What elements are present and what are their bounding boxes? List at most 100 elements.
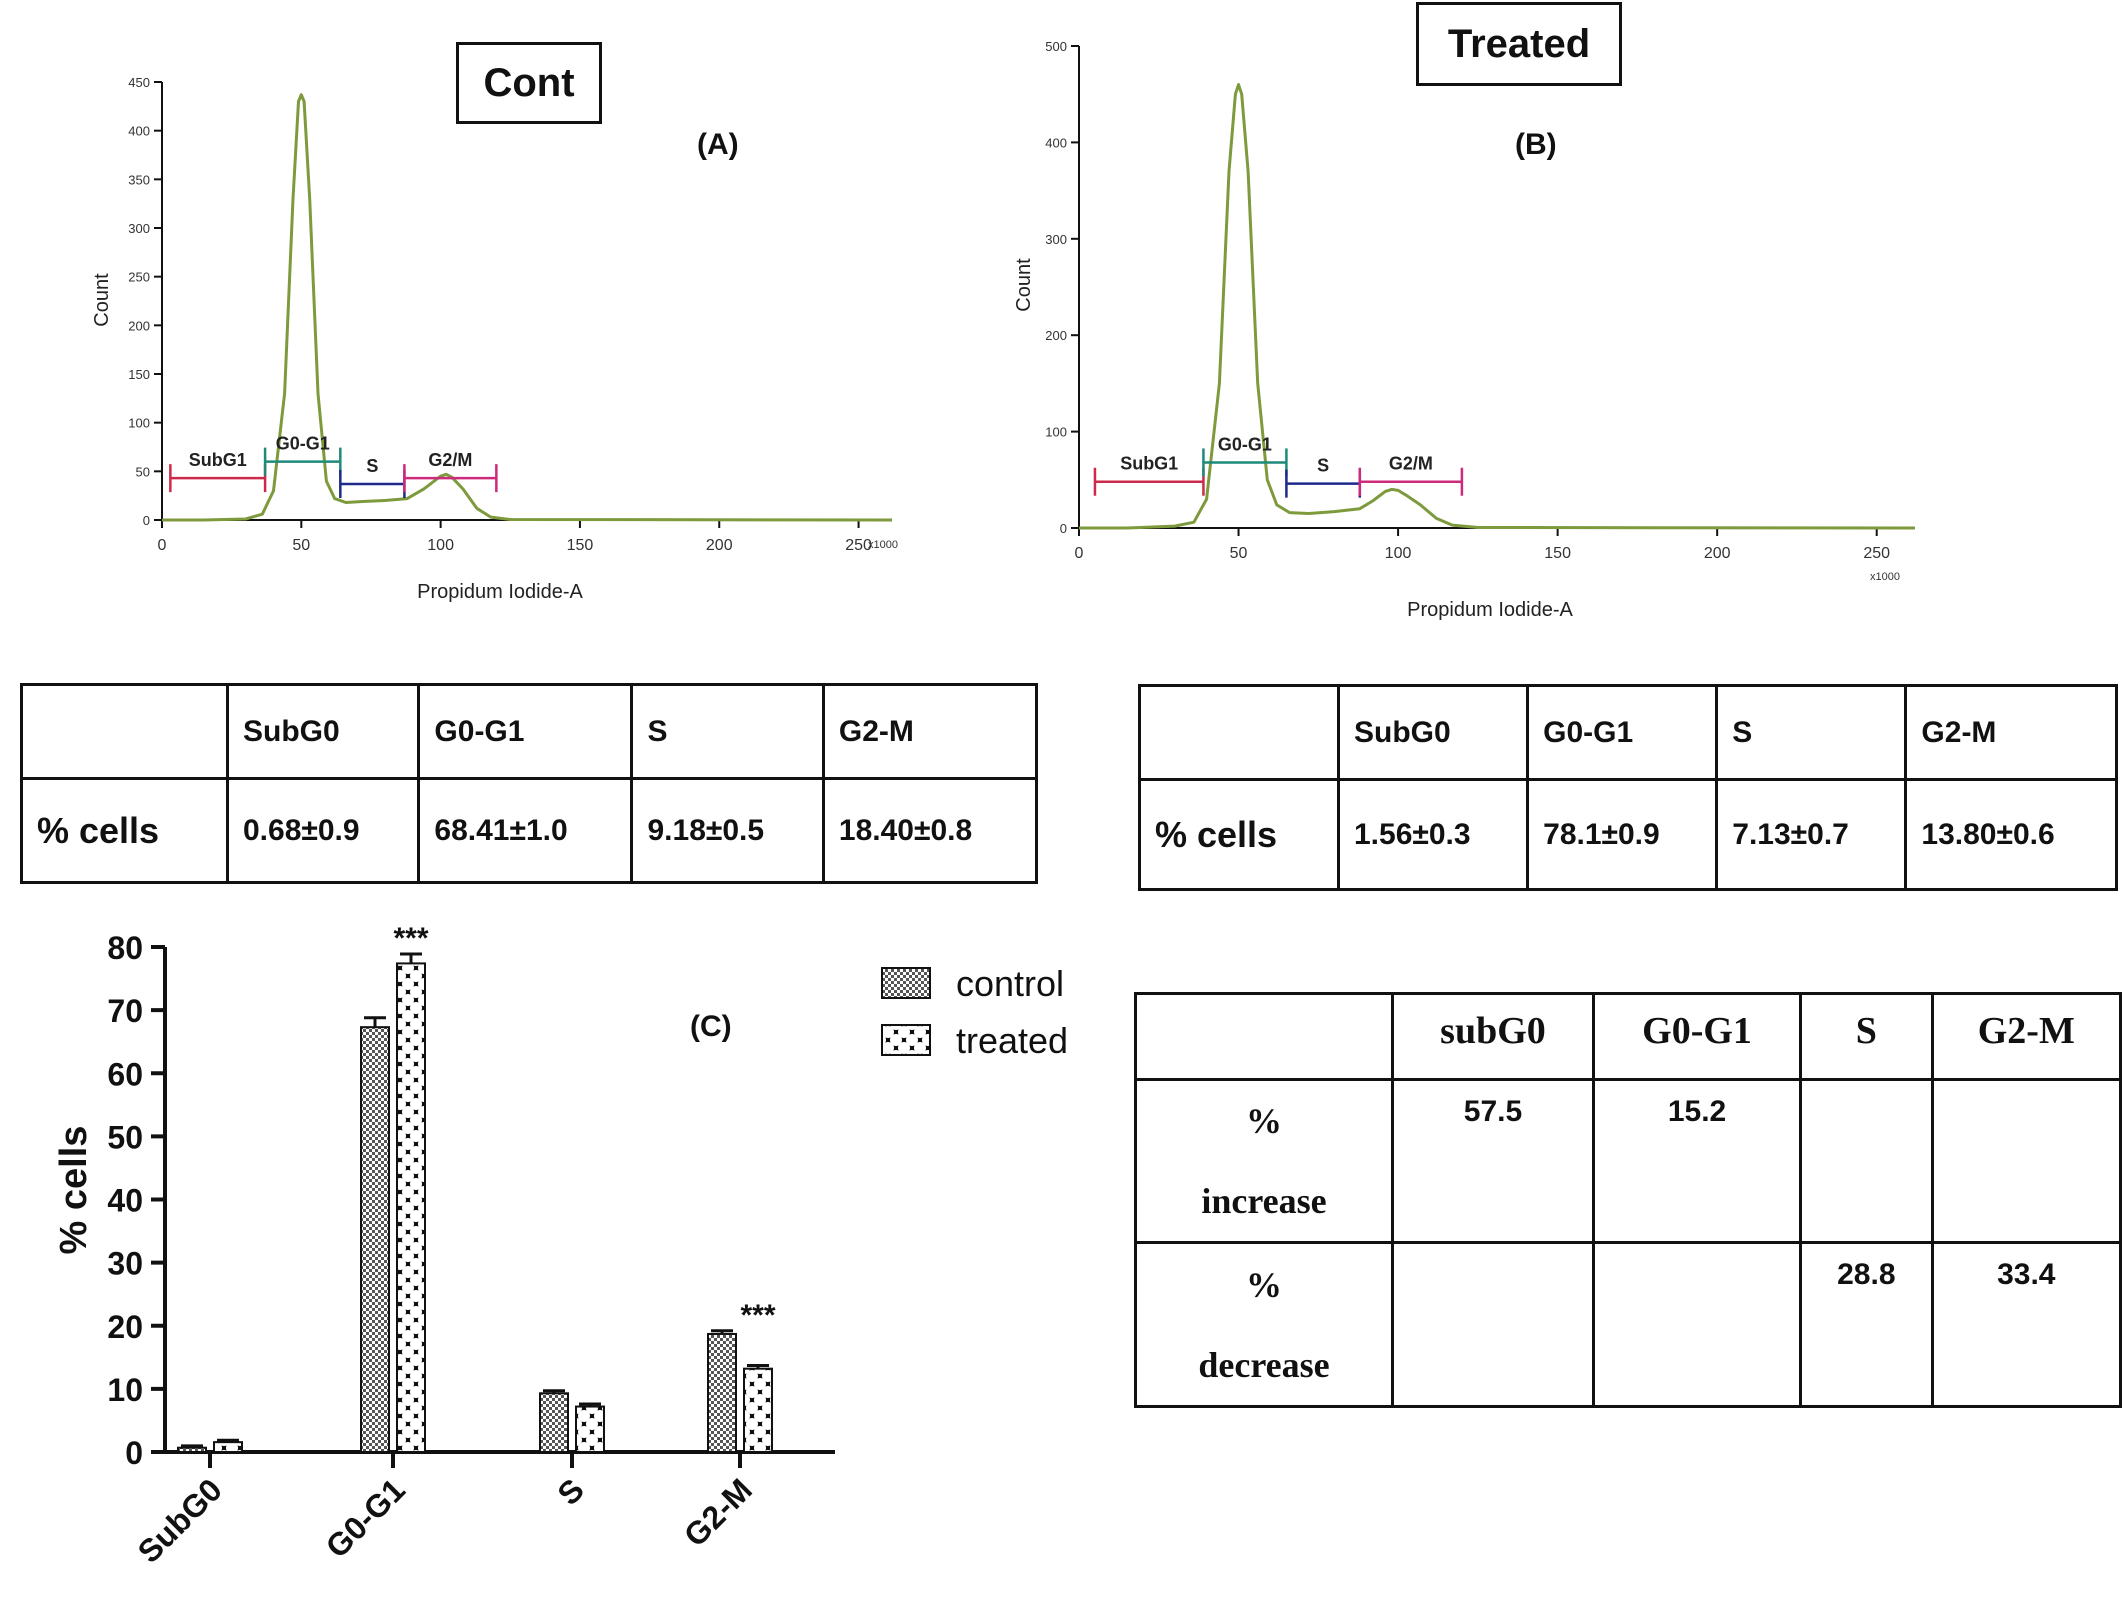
- treated-x-axis-label: Propidum Iodide-A: [1407, 599, 1573, 621]
- bar-control-S: [539, 1392, 569, 1453]
- treated-title-box: Treated: [1416, 2, 1622, 86]
- bar-treated-SubG0: [213, 1441, 243, 1453]
- treated-x-tick-label: 150: [1544, 545, 1571, 562]
- bar-significance-marker: ***: [740, 1299, 775, 1332]
- treated-gate-label: S: [1317, 456, 1329, 476]
- decrease-subg0: [1391, 1241, 1595, 1408]
- cont-x-tick-label: 50: [292, 537, 310, 554]
- change-header-s: S: [1799, 992, 1934, 1081]
- increase-g0g1: 15.2: [1591, 1078, 1803, 1244]
- bar-y-tick-label: 10: [107, 1372, 143, 1408]
- panel-label-c: (C): [690, 1010, 732, 1043]
- treated-gate-label: G2/M: [1389, 454, 1433, 474]
- legend-label-treated: treated: [956, 1020, 1068, 1061]
- treated-y-tick-label: 0: [1060, 521, 1067, 536]
- cont-header-corner: [20, 683, 229, 780]
- panel-label-b: (B): [1515, 128, 1557, 161]
- cont-header-g2m: G2-M: [821, 683, 1039, 780]
- cont-x-multiplier: x1000: [868, 539, 898, 551]
- treated-gate-label: G0-G1: [1218, 434, 1272, 454]
- treated-x-tick-label: 250: [1863, 545, 1890, 562]
- cont-gate-label: SubG1: [189, 450, 247, 470]
- cont-header-s: S: [630, 683, 825, 780]
- cont-x-tick-label: 250: [845, 537, 872, 554]
- treated-header-s: S: [1715, 684, 1908, 781]
- change-header-subg0: subG0: [1391, 992, 1595, 1081]
- treated-y-tick-label: 500: [1045, 39, 1067, 54]
- change-table: subG0 G0-G1 S G2-M % increase 57.5 15.2 …: [1134, 992, 2123, 1408]
- bar-y-tick-label: 50: [107, 1119, 143, 1155]
- treated-x-tick-label: 0: [1075, 545, 1084, 562]
- treated-y-axis-label: Count: [1013, 258, 1035, 312]
- bar-y-tick-label: 30: [107, 1246, 143, 1282]
- bar-treated-G0-G1: [396, 962, 426, 1453]
- treated-gate-label: SubG1: [1120, 454, 1178, 474]
- cont-y-axis-label: Count: [91, 273, 113, 327]
- cont-row-label: % cells: [20, 777, 229, 884]
- change-header-corner: [1134, 992, 1394, 1081]
- bar-y-axis-label: % cells: [53, 1126, 95, 1255]
- treated-title: Treated: [1447, 21, 1591, 66]
- increase-g2m: [1930, 1078, 2123, 1244]
- cont-cells-table: SubG0 G0-G1 S G2-M % cells 0.68±0.9 68.4…: [20, 683, 1039, 884]
- cont-gate-0: SubG1: [169, 450, 267, 493]
- legend-swatch-treated: [881, 1024, 931, 1056]
- cont-gate-label: G2/M: [428, 450, 472, 470]
- cont-y-tick-label: 200: [128, 318, 150, 333]
- decrease-label-symbol: %: [1246, 1264, 1282, 1305]
- treated-header-corner: [1138, 684, 1340, 781]
- treated-gate-1: G0-G1: [1202, 434, 1288, 477]
- increase-s: [1799, 1078, 1934, 1244]
- increase-subg0: 57.5: [1391, 1078, 1595, 1244]
- cont-value-s: 9.18±0.5: [630, 777, 825, 884]
- cont-x-tick-label: 200: [706, 537, 733, 554]
- bar-x-tick-label: G2-M: [677, 1471, 759, 1553]
- legend-label-control: control: [956, 963, 1064, 1004]
- cont-y-tick-label: 150: [128, 367, 150, 382]
- cont-histogram-curve: [162, 93, 893, 522]
- cont-y-tick-label: 450: [128, 75, 150, 90]
- bar-x-tick-label: G0-G1: [319, 1471, 412, 1564]
- decrease-g0g1: [1591, 1241, 1803, 1408]
- cont-value-g0g1: 68.41±1.0: [417, 777, 634, 884]
- bar-y-tick-label: 70: [107, 993, 143, 1029]
- bar-y-tick-label: 80: [107, 930, 143, 966]
- decrease-row-label: % decrease: [1134, 1241, 1394, 1408]
- treated-x-tick-label: 200: [1704, 545, 1731, 562]
- cont-y-tick-label: 300: [128, 221, 150, 236]
- treated-header-subg0: SubG0: [1336, 684, 1530, 781]
- treated-x-tick-label: 50: [1230, 545, 1248, 562]
- treated-header-g2m: G2-M: [1904, 684, 2118, 781]
- increase-label-symbol: %: [1246, 1101, 1282, 1141]
- bar-control-SubG0: [177, 1446, 207, 1454]
- treated-value-g0g1: 78.1±0.9: [1526, 778, 1719, 891]
- bar-y-tick-label: 20: [107, 1309, 143, 1345]
- bar-y-tick-label: 40: [107, 1183, 143, 1219]
- increase-label-word: increase: [1201, 1181, 1327, 1221]
- treated-gate-3: G2/M: [1358, 454, 1464, 496]
- cont-header-g0g1: G0-G1: [417, 683, 634, 780]
- treated-x-tick-label: 100: [1385, 545, 1412, 562]
- change-header-g0g1: G0-G1: [1591, 992, 1803, 1081]
- bar-y-tick-label: 0: [125, 1435, 143, 1471]
- change-header-g2m: G2-M: [1930, 992, 2123, 1081]
- cont-y-tick-label: 100: [128, 416, 150, 431]
- treated-histogram-curve: [1079, 83, 1916, 530]
- bar-treated-S: [575, 1405, 605, 1454]
- treated-gate-0: SubG1: [1093, 454, 1205, 496]
- bar-treated-G2-M: [743, 1367, 773, 1454]
- cont-title-box: Cont: [456, 42, 602, 124]
- cont-y-tick-label: 50: [136, 464, 150, 479]
- bar-significance-marker: ***: [393, 922, 428, 955]
- cont-x-tick-label: 100: [427, 537, 454, 554]
- panel-label-a: (A): [697, 128, 739, 161]
- cont-gate-2: S: [339, 456, 406, 498]
- decrease-s: 28.8: [1799, 1241, 1934, 1408]
- treated-value-g2m: 13.80±0.6: [1904, 778, 2118, 891]
- cont-gate-label: G0-G1: [276, 434, 330, 454]
- cont-y-tick-label: 400: [128, 124, 150, 139]
- cont-value-subg0: 0.68±0.9: [225, 777, 421, 884]
- cont-gate-3: G2/M: [403, 450, 498, 493]
- bar-x-tick-label: S: [550, 1471, 591, 1512]
- cont-y-tick-label: 250: [128, 270, 150, 285]
